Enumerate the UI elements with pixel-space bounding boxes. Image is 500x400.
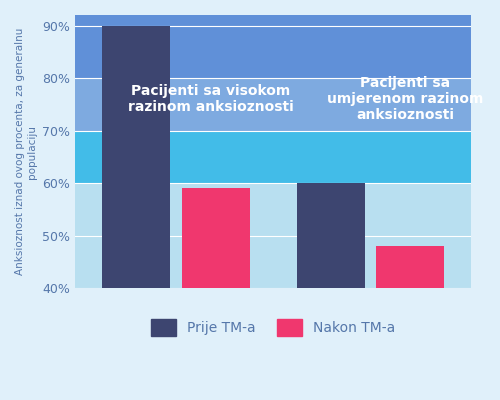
Bar <box>75 130 471 183</box>
Text: Pacijenti sa
umjerenom razinom
anksioznosti: Pacijenti sa umjerenom razinom anksiozno… <box>327 76 484 122</box>
Bar <box>75 78 471 130</box>
Y-axis label: Anksioznost iznad ovog procenta, za generalnu
populaciju: Anksioznost iznad ovog procenta, za gene… <box>15 28 36 275</box>
Bar <box>75 183 471 236</box>
Bar <box>182 188 250 288</box>
Bar <box>75 15 471 78</box>
Bar <box>75 236 471 288</box>
Legend: Prije TM-a, Nakon TM-a: Prije TM-a, Nakon TM-a <box>146 313 400 341</box>
Bar <box>102 26 170 288</box>
Text: Pacijenti sa visokom
razinom anksioznosti: Pacijenti sa visokom razinom anksioznost… <box>128 84 294 114</box>
Bar <box>376 246 444 288</box>
Bar <box>296 183 364 288</box>
